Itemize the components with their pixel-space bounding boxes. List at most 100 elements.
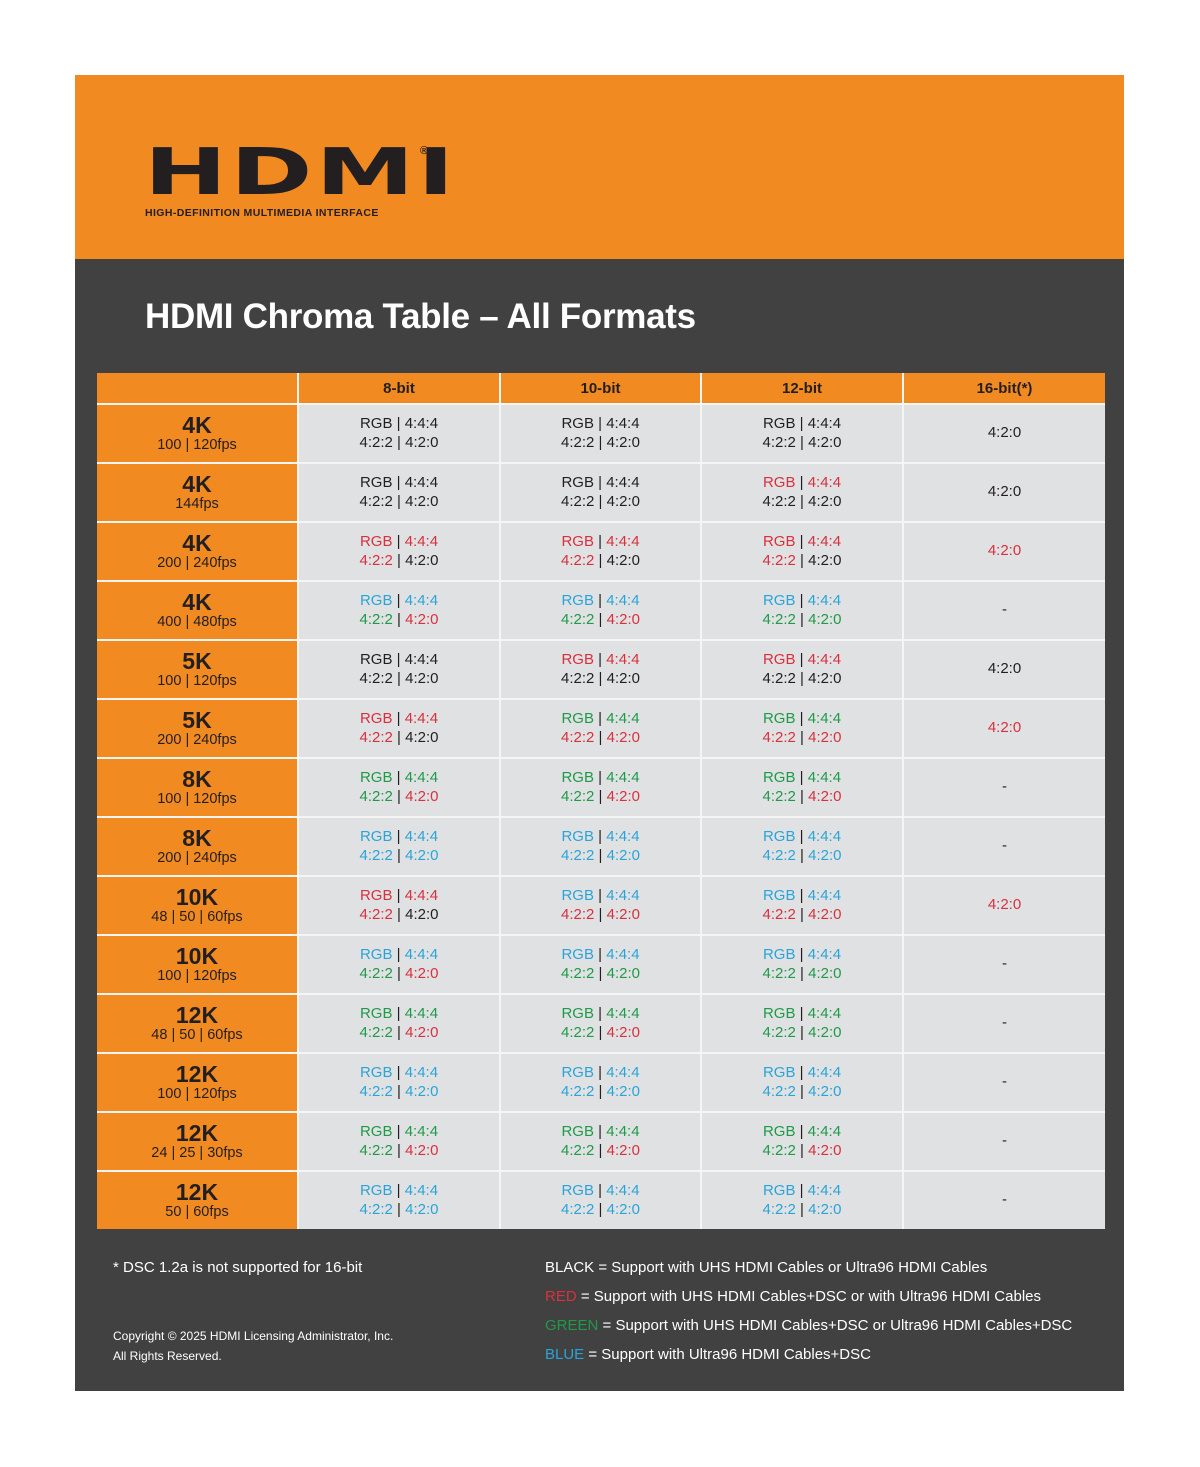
header-resolution	[97, 373, 299, 405]
header-8-bit: 8-bit	[297, 373, 501, 405]
separator: |	[795, 828, 808, 845]
legend-key: GREEN	[545, 1317, 599, 1334]
format-420: 4:2:0	[808, 492, 842, 510]
legend-text: = Support with UHS HDMI Cables+DSC or wi…	[576, 1288, 1041, 1305]
chroma-line-1: RGB | 4:4:4	[299, 1123, 499, 1142]
chroma-line-2: 4:2:2 | 4:2:0	[702, 906, 902, 925]
chroma-line-2: 4:2:2 | 4:2:0	[702, 1083, 902, 1102]
chroma-line-2: 4:2:2 | 4:2:0	[299, 552, 499, 571]
chroma-cell-10-bit: RGB | 4:4:4 4:2:2 | 4:2:0	[499, 1111, 702, 1172]
separator: |	[392, 1064, 405, 1081]
chroma-line-2: 4:2:2 | 4:2:0	[299, 434, 499, 453]
format-444: 4:4:4	[404, 710, 439, 727]
format-444: 4:4:4	[807, 533, 842, 550]
chroma-cell-8-bit: RGB | 4:4:4 4:2:2 | 4:2:0	[297, 1052, 501, 1113]
format-422: 4:2:2	[359, 905, 393, 923]
separator: |	[795, 1182, 808, 1199]
separator: |	[795, 1064, 808, 1081]
separator: |	[594, 669, 607, 687]
chroma-line-2: 4:2:2 | 4:2:0	[501, 670, 700, 689]
format-rgb: RGB	[561, 1123, 594, 1140]
chroma-cell-10-bit: RGB | 4:4:4 4:2:2 | 4:2:0	[499, 875, 702, 936]
format-420: 4:2:0	[808, 905, 842, 923]
format-422: 4:2:2	[762, 1023, 796, 1041]
separator: |	[594, 787, 607, 805]
resolution-cell: 8K 100 | 120fps	[97, 757, 299, 818]
separator: |	[593, 1005, 607, 1022]
format-444: 4:4:4	[606, 474, 640, 491]
separator: |	[392, 474, 405, 491]
copyright: Copyright © 2025 HDMI Licensing Administ…	[113, 1326, 393, 1366]
resolution-cell: 4K 144fps	[97, 462, 299, 523]
format-444: 4:4:4	[606, 946, 640, 963]
framerate-label: 48 | 50 | 60fps	[151, 909, 243, 925]
chroma-line-2: 4:2:2 | 4:2:0	[702, 493, 902, 512]
table-row: 12K 50 | 60fps RGB | 4:4:4 4:2:2 | 4:2:0 RGB…	[97, 1170, 1105, 1229]
chroma-cell-8-bit: RGB | 4:4:4 4:2:2 | 4:2:0	[297, 1170, 501, 1229]
format-rgb: RGB	[561, 887, 594, 904]
format-444: 4:4:4	[807, 1064, 842, 1081]
chroma-line-1: RGB | 4:4:4	[501, 1064, 700, 1083]
chroma-line-2: 4:2:2 | 4:2:0	[501, 611, 700, 630]
chroma-line-1: RGB | 4:4:4	[299, 887, 499, 906]
chroma-line-2: 4:2:2 | 4:2:0	[299, 788, 499, 807]
framerate-label: 400 | 480fps	[157, 614, 237, 630]
resolution-label: 4K	[182, 589, 212, 615]
table-row: 4K 100 | 120fps RGB | 4:4:4 4:2:2 | 4:2:0 RG…	[97, 403, 1105, 464]
separator: |	[795, 1123, 808, 1140]
chroma-cell-10-bit: RGB | 4:4:4 4:2:2 | 4:2:0	[499, 580, 702, 641]
chroma-cell-16-bit: -	[902, 816, 1105, 877]
separator: |	[795, 946, 808, 963]
format-444: 4:4:4	[807, 592, 842, 609]
resolution-cell: 4K 400 | 480fps	[97, 580, 299, 641]
framerate-label: 100 | 120fps	[157, 968, 237, 984]
format-444: 4:4:4	[807, 828, 842, 845]
format-420: 4:2:0	[405, 610, 439, 628]
chroma-cell-8-bit: RGB | 4:4:4 4:2:2 | 4:2:0	[297, 1111, 501, 1172]
format-422: 4:2:2	[762, 787, 796, 805]
separator: |	[795, 533, 808, 550]
format-422: 4:2:2	[359, 610, 393, 628]
separator: |	[392, 1005, 405, 1022]
format-rgb: RGB	[561, 710, 594, 727]
separator: |	[795, 1082, 809, 1100]
separator: |	[795, 1141, 809, 1159]
format-16-bit: -	[1002, 955, 1007, 973]
copyright-line-2: All Rights Reserved.	[113, 1349, 222, 1363]
format-420: 4:2:0	[606, 1023, 640, 1041]
format-rgb: RGB	[762, 887, 796, 904]
format-444: 4:4:4	[404, 651, 439, 668]
format-422: 4:2:2	[561, 1023, 595, 1041]
format-444: 4:4:4	[807, 710, 842, 727]
separator: |	[392, 651, 405, 668]
table-row: 5K 200 | 240fps RGB | 4:4:4 4:2:2 | 4:2:0 RG…	[97, 698, 1105, 759]
chroma-cell-10-bit: RGB | 4:4:4 4:2:2 | 4:2:0	[499, 462, 702, 523]
chroma-line-1: RGB | 4:4:4	[702, 1005, 902, 1024]
format-420: 4:2:0	[405, 1082, 439, 1100]
chroma-line-2: 4:2:2 | 4:2:0	[501, 1142, 700, 1161]
format-422: 4:2:2	[762, 728, 796, 746]
separator: |	[392, 1123, 405, 1140]
chroma-line-1: RGB | 4:4:4	[501, 1005, 700, 1024]
chroma-line-1: RGB | 4:4:4	[299, 533, 499, 552]
format-420: 4:2:0	[606, 669, 640, 687]
chroma-line-1: RGB | 4:4:4	[299, 592, 499, 611]
chroma-line-2: 4:2:2 | 4:2:0	[702, 552, 902, 571]
chroma-line-2: 4:2:2 | 4:2:0	[299, 611, 499, 630]
legend-item-blue: BLUE = Support with Ultra96 HDMI Cables+…	[545, 1346, 1072, 1375]
format-420: 4:2:0	[808, 846, 842, 864]
chroma-cell-10-bit: RGB | 4:4:4 4:2:2 | 4:2:0	[499, 816, 702, 877]
chroma-cell-16-bit: -	[902, 1111, 1105, 1172]
format-420: 4:2:0	[606, 1141, 640, 1159]
format-422: 4:2:2	[561, 551, 595, 569]
chroma-line-1: RGB | 4:4:4	[501, 474, 700, 493]
resolution-cell: 4K 100 | 120fps	[97, 403, 299, 464]
format-420: 4:2:0	[606, 551, 640, 569]
chroma-cell-8-bit: RGB | 4:4:4 4:2:2 | 4:2:0	[297, 816, 501, 877]
separator: |	[594, 846, 607, 864]
separator: |	[392, 1182, 405, 1199]
chroma-line-1: RGB | 4:4:4	[501, 946, 700, 965]
format-444: 4:4:4	[404, 415, 439, 432]
separator: |	[392, 769, 405, 786]
format-rgb: RGB	[561, 533, 594, 550]
